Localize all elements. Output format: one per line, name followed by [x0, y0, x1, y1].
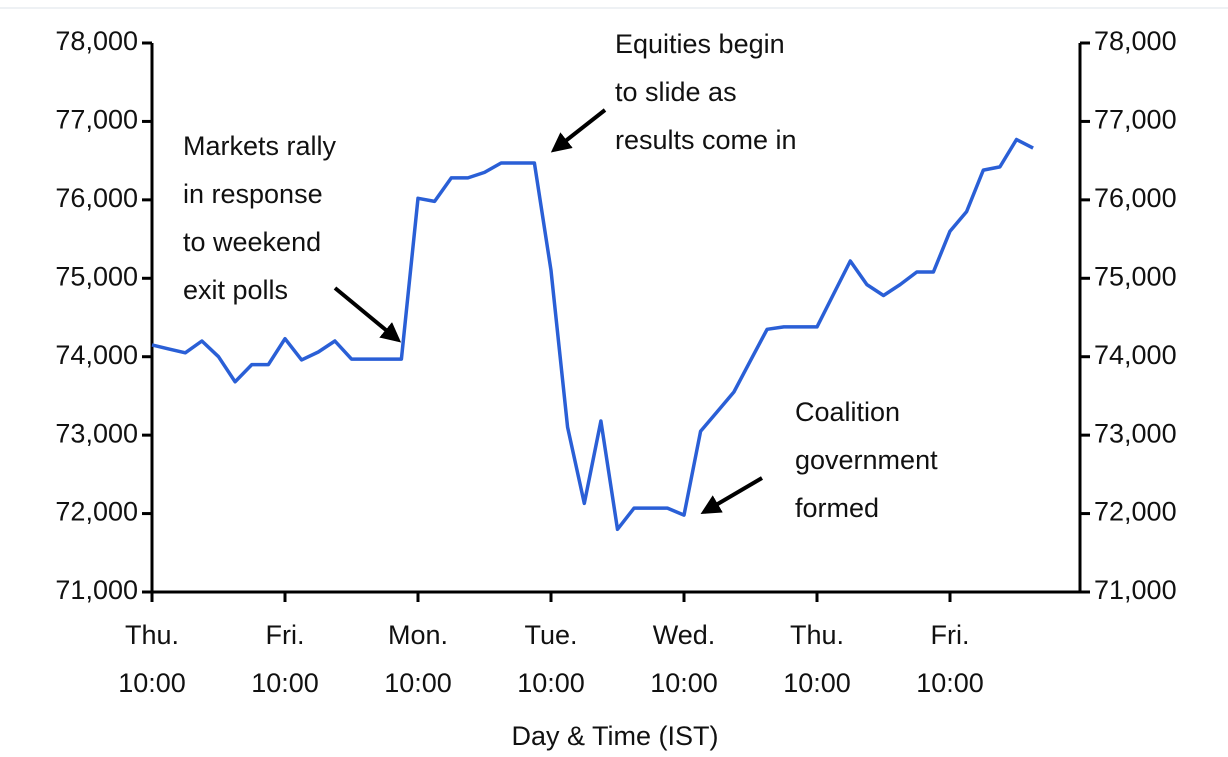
annotation: government [795, 445, 938, 475]
y2-tick-label: 78,000 [1094, 26, 1177, 56]
annotation: formed [795, 493, 879, 523]
annotation: to weekend [183, 227, 321, 257]
x-tick-label: Wed. 10:00 [650, 620, 718, 698]
y-tick-label: 75,000 [55, 261, 138, 291]
y2-tick-label: 77,000 [1094, 105, 1177, 135]
arrow [700, 476, 764, 515]
y-tick-label: 76,000 [55, 183, 138, 213]
line [151, 137, 1034, 532]
x-tick-label: Tue. 10:00 [517, 620, 585, 698]
y-tick-label: 73,000 [55, 418, 138, 448]
y2-tick-label: 74,000 [1094, 340, 1177, 370]
x-tick-label: Thu. 10:00 [783, 620, 851, 698]
y-tick-label: 71,000 [55, 575, 138, 605]
annotation: to slide as [615, 77, 737, 107]
annotation: results come in [615, 125, 797, 155]
x-tick-label: Mon. 10:00 [384, 620, 452, 698]
x-tick-label: Fri. 10:00 [251, 620, 319, 698]
y-tick-label: 74,000 [55, 340, 138, 370]
annotation: Equities begin [615, 29, 785, 59]
annotation: exit polls [183, 275, 288, 305]
y2-tick-label: 75,000 [1094, 261, 1177, 291]
y2-tick-label: 72,000 [1094, 497, 1177, 527]
annotation: Coalition [795, 397, 900, 427]
y2-tick-label: 71,000 [1094, 575, 1177, 605]
x-axis-title: Day & Time (IST) [511, 721, 718, 751]
y2-tick-label: 73,000 [1094, 418, 1177, 448]
x-tick-label: Fri. 10:00 [916, 620, 984, 698]
arrow [550, 108, 607, 153]
y-tick-label: 78,000 [55, 26, 138, 56]
annotation: in response [183, 179, 323, 209]
annotation: Markets rally [183, 131, 337, 161]
y-tick-label: 77,000 [55, 105, 138, 135]
y-tick-label: 72,000 [55, 497, 138, 527]
arrow [333, 286, 402, 343]
y2-tick-label: 76,000 [1094, 183, 1177, 213]
x-tick-label: Thu. 10:00 [118, 620, 186, 698]
